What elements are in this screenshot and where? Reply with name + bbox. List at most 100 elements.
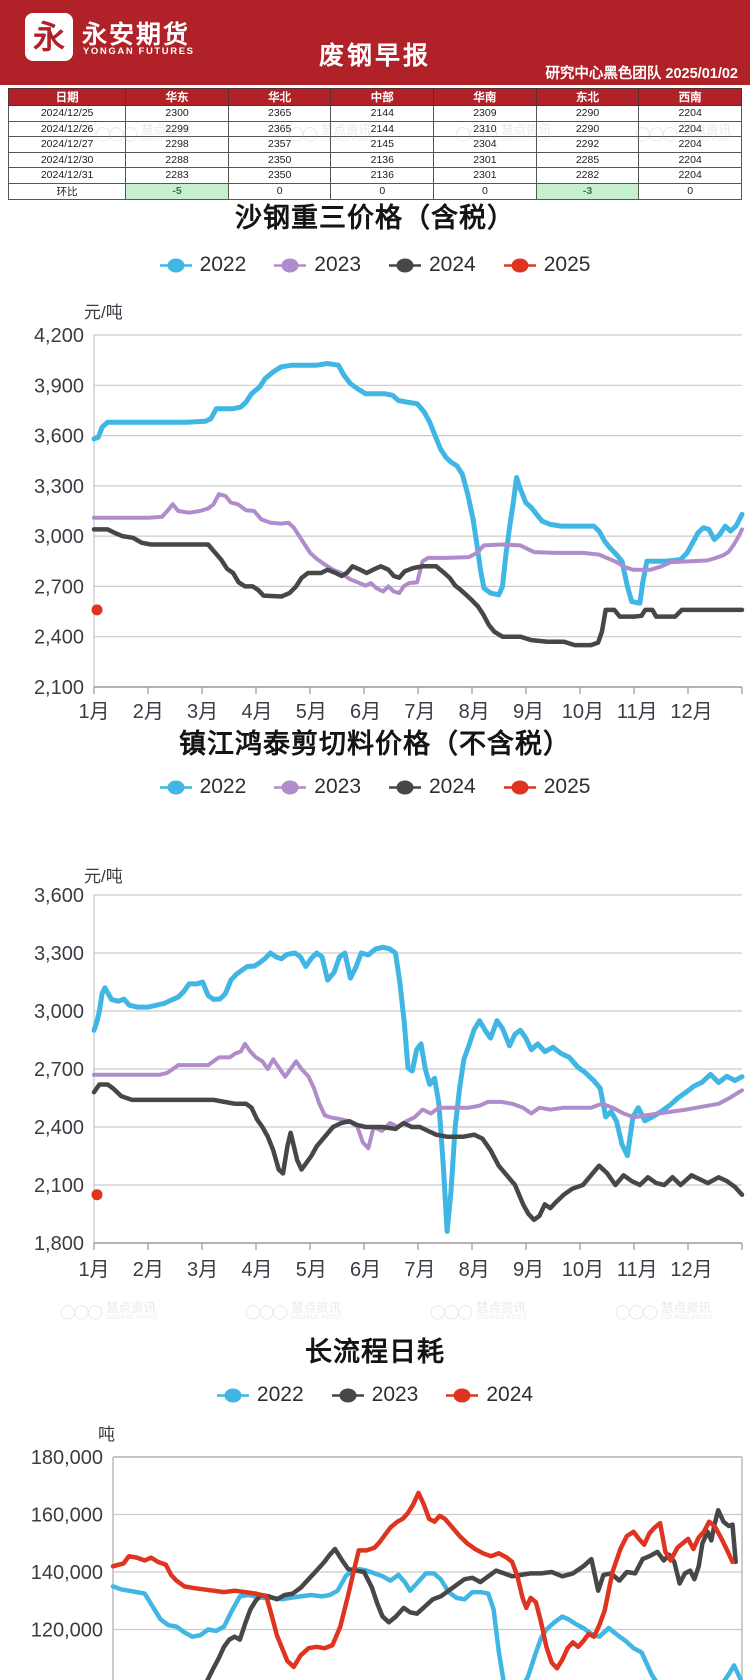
cell: 2024/12/31 (7, 167, 127, 184)
cell: 2024/12/26 (7, 120, 127, 137)
cell: 2024/12/30 (7, 151, 127, 168)
delta-label: 环比 (7, 182, 127, 200)
yongan-logo-icon: 永 (25, 13, 73, 61)
legend-item-2022: 2022 (159, 775, 247, 799)
svg-text:2,400: 2,400 (34, 627, 84, 649)
cell: 2350 (227, 151, 332, 168)
svg-text:160,000: 160,000 (31, 1505, 103, 1527)
legend-marker-icon (159, 258, 192, 272)
cell: 2204 (638, 151, 742, 168)
svg-text:7月: 7月 (404, 701, 435, 723)
price-table: 日期 华东 华北 中部 华南 东北 西南 2024/12/25 2300 2365 2144 2309… (7, 88, 742, 200)
watermark: ◯◯◯ 慧点资讯 SOURCE POINT (245, 1301, 343, 1322)
legend-marker-icon (503, 258, 536, 272)
chart2-unit-label: 元/吨 (84, 867, 123, 886)
legend-item-2022: 2022 (216, 1383, 304, 1407)
svg-text:3,300: 3,300 (34, 476, 84, 498)
chart1-shagang-line-chart: 4,200 3,900 3,600 3,300 3,000 2,700 2,400 2,100… (34, 325, 745, 723)
svg-text:2,100: 2,100 (34, 1175, 84, 1197)
legend-label: 2022 (199, 253, 247, 276)
delta-cell: -5 (125, 182, 229, 200)
cell: 2204 (638, 105, 742, 122)
svg-text:11月: 11月 (617, 701, 658, 723)
logo-company-name-en: YONGAN FUTURES (83, 46, 195, 57)
svg-text:140,000: 140,000 (31, 1562, 103, 1584)
legend-item-2024: 2024 (446, 1383, 533, 1407)
delta-cell: 0 (227, 182, 332, 200)
svg-text:3,000: 3,000 (34, 1001, 84, 1023)
svg-text:7月: 7月 (404, 1259, 435, 1281)
legend-item-2023: 2023 (274, 775, 361, 799)
cell: 2204 (638, 136, 742, 153)
svg-text:2,400: 2,400 (34, 1117, 84, 1139)
svg-text:1月: 1月 (78, 701, 109, 723)
cell: 2290 (535, 120, 640, 137)
cell: 2204 (638, 120, 742, 137)
chart1-title: 沙钢重三价格（含税） (235, 203, 515, 233)
legend-item-2025: 2025 (503, 253, 591, 277)
col-header: 日期 (7, 88, 127, 106)
cell: 2136 (330, 151, 435, 168)
cell: 2024/12/25 (7, 105, 127, 122)
watermark: ◯◯◯ 慧点资讯 SOURCE POINT (95, 123, 193, 144)
svg-text:8月: 8月 (459, 1259, 490, 1281)
legend-label: 2023 (314, 253, 361, 276)
cell: 2365 (227, 120, 332, 137)
svg-text:3,000: 3,000 (34, 526, 84, 548)
cell: 2309 (433, 105, 537, 122)
legend-label: 2025 (543, 253, 591, 276)
col-header: 华东 (125, 88, 229, 106)
svg-text:180,000: 180,000 (31, 1447, 103, 1469)
cell: 2144 (330, 120, 435, 137)
col-header: 东北 (535, 88, 640, 106)
legend-marker-icon (389, 258, 421, 272)
col-header: 中部 (330, 88, 435, 106)
col-header: 华北 (227, 88, 332, 106)
svg-text:4月: 4月 (241, 701, 272, 723)
legend-label: 2024 (486, 1383, 534, 1406)
legend-item-2024: 2024 (389, 775, 476, 799)
cell: 2304 (433, 136, 537, 153)
delta-cell: 0 (638, 182, 742, 200)
watermark: ◯◯◯ 慧点资讯 SOURCE POINT (60, 1301, 158, 1322)
table-row: 2024/12/27 2298 2357 2145 2304 2292 2204 (7, 136, 742, 153)
legend-marker-icon (331, 1388, 364, 1402)
legend-item-2023: 2023 (331, 1383, 419, 1407)
cell: 2288 (125, 151, 229, 168)
table-row: 2024/12/31 2283 2350 2136 2301 2282 2204 (7, 167, 742, 184)
delta-cell: 0 (433, 182, 537, 200)
legend-marker-icon (274, 258, 307, 272)
svg-text:2,700: 2,700 (34, 576, 84, 598)
legend-label: 2022 (256, 1383, 304, 1406)
cell: 2300 (125, 105, 229, 122)
chart1-unit-label: 元/吨 (84, 303, 123, 322)
svg-text:2,700: 2,700 (34, 1059, 84, 1081)
svg-text:4月: 4月 (241, 1259, 272, 1281)
legend-item-2022: 2022 (159, 253, 247, 277)
cell: 2204 (638, 167, 742, 184)
watermark: ◯◯◯ 慧点资讯 SOURCE POINT (275, 123, 373, 144)
svg-text:3月: 3月 (187, 701, 218, 723)
col-header: 西南 (638, 88, 742, 106)
svg-text:3月: 3月 (187, 1259, 218, 1281)
chart2-legend: 2022 2023 2024 2025 (0, 772, 750, 802)
cell: 2350 (227, 167, 332, 184)
cell: 2298 (125, 136, 229, 153)
legend-label: 2023 (371, 1383, 419, 1406)
svg-text:3,600: 3,600 (34, 885, 84, 907)
svg-text:3,900: 3,900 (34, 375, 84, 397)
svg-text:5月: 5月 (296, 1259, 327, 1281)
cell: 2282 (535, 167, 640, 184)
cell: 2285 (535, 151, 640, 168)
legend-label: 2022 (199, 775, 247, 798)
cell: 2024/12/27 (7, 136, 127, 153)
svg-text:9月: 9月 (513, 701, 544, 723)
logo-glyph: 永 (32, 19, 65, 55)
col-header: 华南 (433, 88, 537, 106)
cell: 2283 (125, 167, 229, 184)
chart3-unit-label: 吨 (98, 1425, 115, 1444)
svg-text:2月: 2月 (133, 701, 164, 723)
svg-text:2月: 2月 (133, 1259, 164, 1281)
legend-marker-icon (503, 780, 536, 794)
